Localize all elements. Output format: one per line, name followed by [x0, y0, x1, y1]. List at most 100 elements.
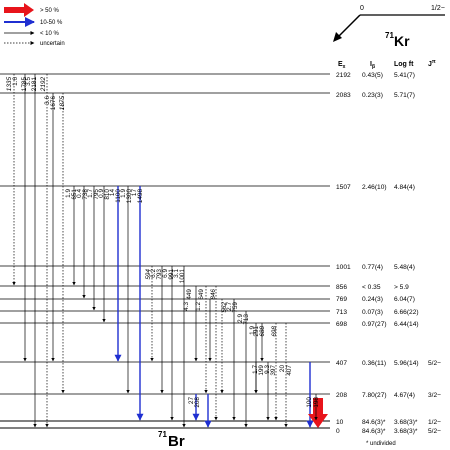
level-856: 856 < 0.35 > 5.9: [0, 284, 409, 291]
gamma-label: 1300: [126, 189, 133, 204]
transition-208-10: 198: [313, 394, 320, 421]
legend-item-strong: > 50 %: [4, 3, 60, 17]
gamma-label: 6.9: [162, 269, 169, 278]
gamma-label: 562: [221, 302, 228, 313]
level-logft: 6.66(22): [394, 309, 419, 316]
gamma-label: 1498: [137, 189, 144, 204]
level-beta-intensity: 0.24(3): [362, 296, 383, 303]
gamma-label: 208: [194, 397, 201, 408]
level-1507: 1507 2.46(10) 4.84(4): [0, 184, 415, 191]
transition-1507-769: 0.4: [76, 186, 86, 299]
transition-208-10: 27: [188, 394, 200, 421]
level-beta-intensity: 84.6(3)*: [362, 419, 386, 426]
gamma-label: 9.3: [264, 365, 271, 374]
gamma-label: 688: [259, 326, 266, 337]
transition-2192-0: 2192: [40, 74, 49, 428]
gamma-label: 759: [232, 302, 239, 313]
level-logft: 5.71(7): [394, 92, 415, 99]
footnote: * undivided: [366, 441, 396, 447]
transition-1507-10: 17: [131, 186, 144, 421]
level-energy: 1001: [336, 264, 351, 271]
gamma-label: 1875: [59, 96, 66, 111]
gamma-label: 0.9: [98, 189, 105, 198]
col-logft-header: Log ft: [394, 61, 414, 68]
col-jpi-header: Jπ: [428, 59, 436, 68]
level-energy: 407: [336, 360, 347, 367]
daughter-nucleus: 71 Br: [158, 430, 185, 450]
gamma-label: 449: [186, 289, 193, 300]
transition-1507-208: 1.9: [120, 186, 130, 394]
level-beta-intensity: 0.07(3): [362, 309, 383, 316]
transition-1001-0: 1001: [179, 269, 186, 284]
gamma-label: 846: [210, 289, 217, 300]
gamma-label: 1.7: [252, 365, 259, 374]
transition-769-407: 1.2: [195, 302, 202, 311]
level-beta-intensity: < 0.35: [362, 284, 381, 291]
gamma-label: 698: [271, 326, 278, 337]
legend-label: > 50 %: [40, 8, 60, 14]
level-energy: 10: [336, 419, 344, 426]
transition-1507-208: 1300: [126, 189, 133, 204]
gamma-label: 2.7: [226, 302, 233, 311]
gamma-label: 198: [313, 397, 320, 408]
gamma-label: 14: [109, 189, 116, 197]
gamma-label: 793: [156, 269, 163, 280]
gamma-label: 2192: [40, 77, 47, 93]
transition-2192-0: 3.5: [25, 74, 37, 428]
transition-856-208: 649: [198, 286, 208, 394]
transition-407-208: 199: [258, 365, 265, 376]
transition-769-10: 2.7: [226, 299, 236, 421]
parent-level-energy: 0: [360, 5, 364, 12]
gamma-label: 1335: [6, 77, 13, 92]
transition-769-407: 4.3: [183, 299, 212, 362]
transition-407-10: 397: [270, 365, 277, 376]
level-spin-parity: 5/2−: [428, 428, 441, 435]
gamma-label: 810: [104, 189, 111, 200]
gamma-label: 1.9: [120, 189, 127, 198]
level-spin-parity: 1/2−: [428, 419, 441, 426]
level-energy: 0: [336, 428, 340, 435]
level-logft: 5.96(14): [394, 360, 419, 367]
gamma-label: 713: [243, 314, 250, 325]
level-beta-intensity: 0.77(4): [362, 264, 383, 271]
gamma-arrow-strong: [308, 398, 328, 428]
legend-label: < 10 %: [40, 31, 60, 37]
level-energy: 208: [336, 392, 347, 399]
legend-label: uncertain: [40, 41, 65, 47]
gamma-label: 17: [131, 189, 138, 197]
level-2083: 2083 0.23(3) 5.71(7): [0, 92, 415, 99]
level-spin-parity: 5/2−: [428, 360, 441, 367]
beta-decay-arrowhead-icon: [333, 32, 342, 42]
gamma-label: 795: [93, 189, 100, 200]
transition-407-0: 20: [279, 362, 314, 428]
transition-698-407: 291: [253, 323, 264, 362]
transition-2192-856: 1335: [6, 74, 16, 286]
transition-2083-407: 1676: [50, 96, 57, 111]
transition-2192-407: 1.6: [12, 74, 27, 362]
level-energy: 1507: [336, 184, 351, 191]
level-energy: 698: [336, 321, 347, 328]
transition-2192-10: 2181: [31, 77, 38, 92]
gamma-label: 291: [253, 326, 260, 337]
col-energy-header: Ex: [338, 61, 346, 70]
daughter-element: Br: [168, 433, 185, 450]
level-logft: 3.68(3)*: [394, 419, 418, 426]
gamma-label: 407: [286, 365, 293, 376]
level-beta-intensity: 0.36(11): [362, 360, 386, 367]
level-407: 407 0.36(11) 5.96(14) 5/2−: [0, 360, 441, 367]
transition-1507-698: 810: [104, 189, 111, 200]
gamma-label: 6.2: [150, 269, 157, 278]
transition-1507-713: 795: [93, 189, 100, 200]
gamma-label: 3.1: [173, 269, 180, 278]
level-beta-intensity: 7.80(27): [362, 392, 387, 399]
level-logft: 6.44(14): [394, 321, 419, 328]
level-energy: 713: [336, 309, 347, 316]
transition-1507-407: 14: [109, 186, 122, 362]
level-beta-intensity: 0.97(27): [362, 321, 387, 328]
parent-element: Kr: [394, 33, 410, 49]
gamma-label: 1.2: [195, 302, 202, 311]
gamma-label: 594: [145, 269, 152, 280]
gamma-label: 3.6: [44, 96, 51, 105]
level-beta-intensity: 0.43(5): [362, 72, 383, 79]
